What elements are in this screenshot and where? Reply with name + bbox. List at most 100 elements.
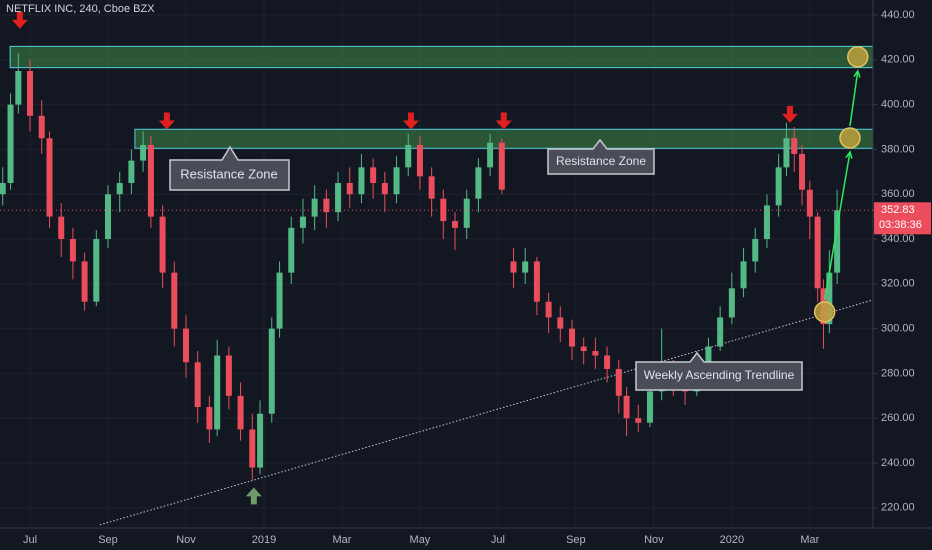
callout: Resistance Zone — [169, 145, 290, 191]
y-tick-label: 400.00 — [881, 99, 915, 111]
y-tick-label: 220.00 — [881, 502, 915, 514]
candle-body — [592, 351, 599, 356]
candle-body — [799, 153, 806, 190]
x-tick-label: Sep — [98, 534, 118, 546]
candle-body — [206, 407, 213, 430]
candle-body — [510, 261, 517, 273]
candle-body — [393, 167, 400, 195]
y-tick-label: 240.00 — [881, 457, 915, 469]
candle-body — [717, 317, 724, 347]
candle-body — [475, 167, 482, 199]
arrow — [245, 487, 262, 505]
candle-body — [159, 216, 166, 273]
candle-body — [346, 183, 353, 195]
candle-body — [323, 198, 330, 213]
candle-body — [775, 167, 782, 206]
candle-body — [498, 142, 505, 190]
arrow — [495, 112, 512, 130]
callout-box — [635, 351, 803, 391]
candle-body — [128, 160, 135, 184]
target-arrow — [849, 70, 859, 127]
candle-body — [194, 362, 201, 408]
candle-body — [225, 355, 232, 396]
y-tick-label: 440.00 — [881, 9, 915, 21]
arrow — [11, 11, 28, 29]
price-tag-label: 352.83 — [881, 204, 915, 216]
x-tick-label: Nov — [176, 534, 196, 546]
candle-body — [646, 391, 653, 423]
y-tick-label: 300.00 — [881, 323, 915, 335]
candle-body — [7, 104, 14, 184]
trendline-layer — [99, 299, 874, 526]
trendline — [99, 299, 874, 526]
candle-body — [311, 198, 318, 217]
candle-body — [814, 216, 821, 289]
candle-body — [214, 355, 221, 430]
candle-body — [299, 216, 306, 228]
candle-body — [752, 239, 759, 262]
x-tick-label: Sep — [566, 534, 586, 546]
y-tick-label: 260.00 — [881, 412, 915, 424]
countdown-label: 03:38:36 — [879, 219, 922, 231]
axes: 220.00 240.00 260.00 280.00 300.00 320.00 340.… — [0, 9, 931, 546]
candle-body — [405, 144, 412, 168]
candle-body — [763, 205, 770, 240]
annotations: Resistance Zone Resistance Zone Weekly A… — [11, 11, 869, 505]
candle-body — [182, 328, 189, 363]
resistance-zone — [9, 45, 874, 69]
candle-body — [171, 272, 178, 329]
candle-body — [58, 216, 65, 240]
callout-text: Weekly Ascending Trendline — [644, 368, 795, 382]
x-tick-label: Jul — [23, 534, 37, 546]
x-tick-label: 2020 — [720, 534, 744, 546]
y-tick-label: 360.00 — [881, 188, 915, 200]
candle-body — [335, 183, 342, 213]
candle-body — [257, 413, 264, 468]
candle-body — [268, 328, 275, 414]
candle-body — [452, 221, 459, 228]
candle-body — [791, 138, 798, 154]
x-tick-label: May — [410, 534, 431, 546]
candle-body — [27, 71, 34, 116]
arrow — [402, 112, 419, 130]
candle-body — [105, 194, 112, 240]
candle-body — [38, 115, 45, 139]
candle-body — [635, 418, 642, 423]
candle-body — [740, 261, 747, 289]
candle-body — [15, 71, 22, 105]
candle-body — [783, 138, 790, 168]
candle-body — [557, 317, 564, 329]
target-circle — [847, 46, 869, 68]
arrow — [781, 105, 798, 123]
candle-body — [834, 210, 841, 273]
x-tick-label: 2019 — [252, 534, 276, 546]
candle-body — [288, 227, 295, 273]
candle-body — [0, 183, 6, 195]
candle-body — [568, 328, 575, 347]
candle-body — [580, 346, 587, 352]
callout-box — [169, 145, 290, 191]
candle-body — [728, 288, 735, 318]
y-tick-label: 340.00 — [881, 233, 915, 245]
callout-text: Resistance Zone — [556, 154, 646, 168]
target-circle — [839, 127, 861, 149]
candle-body — [440, 198, 447, 222]
candle-body — [237, 395, 244, 430]
candle-body — [381, 183, 388, 195]
y-tick-label: 320.00 — [881, 278, 915, 290]
callout-box — [547, 138, 655, 175]
price-axis — [873, 0, 932, 550]
candle-body — [93, 239, 100, 302]
target-arrow — [823, 151, 851, 300]
candle-body — [705, 346, 712, 363]
chart-title: NETFLIX INC, 240, Cboe BZX — [6, 3, 155, 15]
x-tick-label: Jul — [491, 534, 505, 546]
zones — [9, 45, 874, 149]
candle-body — [46, 138, 53, 217]
x-tick-label: Nov — [644, 534, 664, 546]
callout-text: Resistance Zone — [180, 166, 278, 181]
candle-body — [522, 261, 529, 273]
candle-body — [358, 167, 365, 195]
